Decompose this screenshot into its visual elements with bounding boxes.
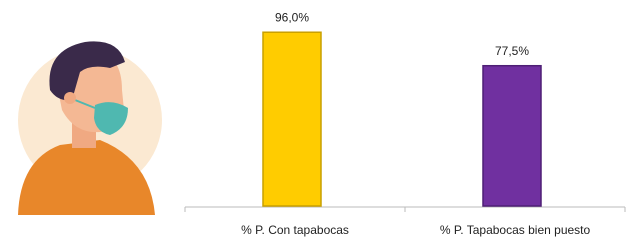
- x-tick-label: % P. Tapabocas bien puesto: [440, 223, 591, 237]
- chart: % P. Con tapabocas 96,0% % P. Tapabocas bi…: [0, 0, 633, 244]
- value-label: 77,5%: [495, 44, 529, 58]
- page: % P. Con tapabocas 96,0% % P. Tapabocas bi…: [0, 0, 633, 244]
- illustration: [18, 41, 162, 215]
- ear: [64, 92, 76, 104]
- bar: [483, 66, 541, 206]
- x-tick-label: % P. Con tapabocas: [241, 223, 349, 237]
- bar: [263, 32, 321, 206]
- value-label: 96,0%: [275, 10, 309, 24]
